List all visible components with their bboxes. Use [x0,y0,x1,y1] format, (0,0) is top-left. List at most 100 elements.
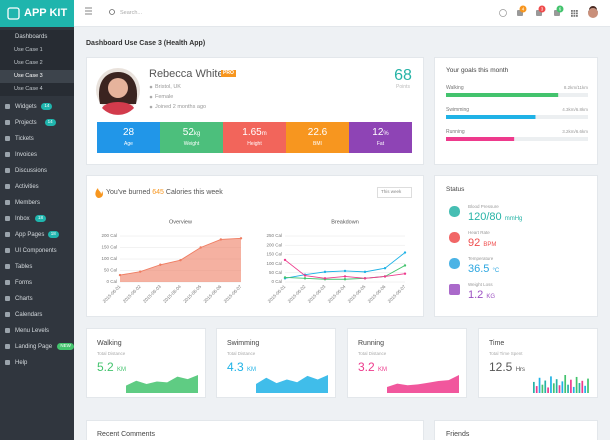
nav-item[interactable] [0,100,74,114]
spark-bar [570,379,572,393]
y-tick-label: 50 Cal [269,270,282,275]
nav-item[interactable] [0,292,74,306]
sparkline [256,375,328,393]
spark-bar [572,386,575,393]
nav-label[interactable]: Invoices [15,152,38,158]
nav-label[interactable]: UI Components [15,248,57,254]
spark-bar [561,381,564,393]
nav-icon [5,104,10,109]
badge [556,5,564,13]
nav-label[interactable]: App Pages [15,232,45,238]
period-label[interactable]: This week [381,189,402,194]
stat-box: 52kg Weight [160,122,223,153]
nav-sub-label[interactable]: Use Case 2 [14,60,43,66]
nav-label[interactable]: Charts [15,296,33,302]
avatar-hair [588,6,598,13]
nav-item[interactable] [0,260,74,274]
nav-label[interactable]: Discussions [15,168,48,174]
goals-card [434,57,598,165]
nav-icon [5,216,10,221]
point [343,278,347,281]
x-tick-label: 2015-06-02 [287,284,307,304]
apps-icon [576,12,578,15]
nav-label[interactable]: Menu Levels [15,328,50,334]
status-unit: °C [492,268,500,274]
card-title: Recent Comments [97,431,155,438]
status-title: Status [446,186,465,193]
nav-label[interactable]: Dashboards [15,34,48,40]
nav-sub[interactable] [0,44,74,57]
sparkline [387,375,459,393]
card-number: 4.3 [227,360,244,374]
point [219,238,223,241]
status-icon [449,206,460,217]
status-number: 36.5 [468,263,490,275]
stat-label: Height [247,141,262,147]
brand-logo [7,7,20,20]
calories-prefix: You've burned [106,189,151,196]
stat-value: 28 [97,128,160,138]
search-icon [109,9,115,15]
nav-label[interactable]: Forms [15,280,32,286]
spark-bar [547,387,549,393]
page-title: Dashboard Use Case 3 (Health App) [86,40,206,47]
nav-sub[interactable] [0,57,74,70]
nav-sub-label[interactable]: Use Case 1 [14,47,43,53]
nav-label[interactable]: Landing Page [15,344,53,350]
nav-item[interactable] [0,132,74,146]
nav-label[interactable]: Tickets [15,136,34,142]
goal-name: Swimming [446,107,470,113]
badge-count: 3 [541,6,544,11]
x-tick-label: 2015-06-05 [182,284,202,304]
nav-label[interactable]: Help [15,360,28,366]
profile-score: 68 [394,67,412,84]
nav-label[interactable]: Projects [15,120,37,126]
nav-icon [5,184,10,189]
point [138,270,142,273]
nav-label[interactable]: Widgets [15,104,37,110]
nav-sub-label[interactable]: Use Case 4 [14,86,43,92]
nav-item[interactable] [0,356,74,370]
nav-badge: 18 [35,215,47,222]
status-unit: KG [486,294,496,300]
nav-sub-label[interactable]: Use Case 3 [14,73,43,79]
spark-bar [558,385,561,393]
nav-item[interactable] [0,30,74,44]
nav-label[interactable]: Members [15,200,41,206]
status-number: 120/80 [468,211,502,223]
period-select[interactable] [377,187,412,198]
nav-label[interactable]: Inbox [15,216,30,222]
y-tick-label: 100 Cal [101,256,117,261]
search-input[interactable]: Search... [120,10,143,16]
apps-icon [576,10,578,12]
x-tick-label: 2015-06-06 [367,284,387,304]
stat-box: 1.65m Height [223,122,286,153]
stat-label: BMI [313,141,322,147]
nav-item[interactable] [0,116,74,130]
nav-icon [5,344,10,349]
stat-value: 52kg [160,128,223,138]
nav-badge: NEW [57,343,74,350]
nav-icon [5,136,10,141]
point [403,272,407,275]
stat-value: 12% [349,128,412,138]
card-subtitle: Total Distance [227,351,256,356]
card-number: 12.5 [489,360,513,374]
nav-sub[interactable] [0,70,74,83]
nav-label[interactable]: Tables [15,264,33,270]
nav-sub[interactable] [0,83,74,96]
friends-card [434,420,598,440]
status-unit: BPM [483,242,497,248]
status-icon [449,284,460,295]
nav-label[interactable]: Calendars [15,312,43,318]
calories-amount: 645 [152,189,164,196]
nav-icon [5,120,10,125]
nav-item[interactable] [0,276,74,290]
stat-unit: kg [193,131,201,137]
x-tick-label: 2015-06-03 [142,284,162,304]
spark-bar [564,375,567,393]
spark-bar [555,379,558,393]
nav-label[interactable]: Activities [15,184,39,190]
point [283,276,287,279]
status-number: 92 [468,237,481,249]
